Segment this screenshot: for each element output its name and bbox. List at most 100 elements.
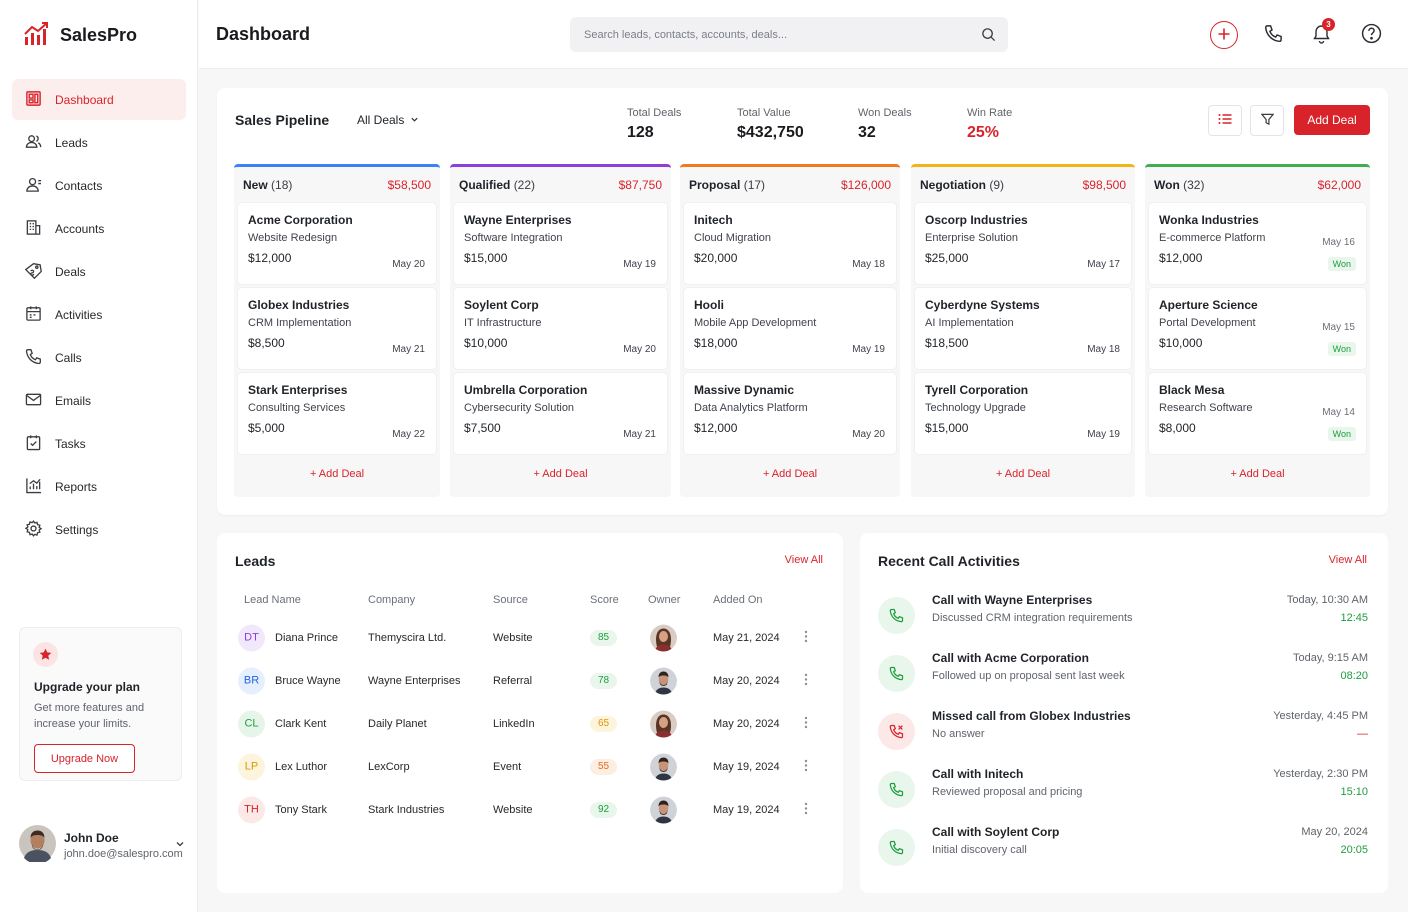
lead-added-on: May 21, 2024	[713, 631, 780, 644]
call-activity-item[interactable]: Missed call from Globex Industries No an…	[878, 709, 1370, 753]
upgrade-title: Upgrade your plan	[34, 680, 141, 694]
deal-amount: $7,500	[464, 421, 501, 435]
add-deal-link[interactable]: + Add Deal	[995, 468, 1051, 480]
add-deal-link[interactable]: + Add Deal	[1230, 468, 1285, 480]
sidebar-item-leads[interactable]: Leads	[12, 122, 186, 163]
phone-icon	[878, 655, 915, 692]
search-icon[interactable]	[981, 27, 996, 45]
table-row[interactable]: BR Bruce Wayne Wayne Enterprises Referra…	[217, 659, 843, 702]
add-deal-link[interactable]: + Add Deal	[533, 468, 588, 480]
filter-button[interactable]	[1250, 105, 1284, 136]
deal-card[interactable]: Umbrella Corporation Cybersecurity Solut…	[454, 373, 667, 454]
deal-company: Wayne Enterprises	[464, 213, 572, 227]
deal-card[interactable]: Initech Cloud Migration $20,000 May 18	[684, 203, 896, 284]
table-row[interactable]: CL Clark Kent Daily Planet LinkedIn 65 M…	[217, 702, 843, 745]
brand[interactable]: SalesPro	[24, 22, 137, 49]
deal-card[interactable]: Wayne Enterprises Software Integration $…	[454, 203, 667, 284]
call-activity-item[interactable]: Call with Initech Reviewed proposal and …	[878, 767, 1370, 811]
building-icon	[25, 219, 42, 239]
sidebar-item-label: Dashboard	[55, 92, 114, 107]
won-badge: Won	[1327, 257, 1356, 271]
sidebar-item-deals[interactable]: Deals	[12, 251, 186, 292]
lead-company: Daily Planet	[368, 717, 427, 730]
sidebar-item-label: Contacts	[55, 178, 103, 193]
deal-card[interactable]: Wonka Industries E-commerce Platform $12…	[1149, 203, 1366, 284]
deal-company: Stark Enterprises	[248, 383, 348, 397]
deal-card[interactable]: Hooli Mobile App Development $18,000 May…	[684, 288, 896, 369]
column-header: Added On	[713, 594, 763, 606]
call-time: Yesterday, 2:30 PM	[1273, 768, 1368, 780]
deal-date: May 22	[392, 429, 425, 440]
deal-date: May 18	[852, 259, 885, 270]
calls-view-all-link[interactable]: View All	[1328, 554, 1367, 566]
lead-added-on: May 19, 2024	[713, 760, 780, 773]
chevron-down-icon[interactable]	[175, 838, 185, 852]
deal-card[interactable]: Tyrell Corporation Technology Upgrade $1…	[915, 373, 1131, 454]
call-activity-item[interactable]: Call with Acme Corporation Followed up o…	[878, 651, 1370, 695]
sidebar-item-label: Leads	[55, 135, 88, 150]
tag-icon	[24, 262, 42, 282]
sidebar-item-settings[interactable]: Settings	[12, 509, 186, 550]
column-value: $98,500	[1082, 178, 1126, 192]
sidebar-item-emails[interactable]: Emails	[12, 380, 186, 421]
more-options-icon[interactable]	[804, 673, 808, 689]
deal-card[interactable]: Acme Corporation Website Redesign $12,00…	[238, 203, 436, 284]
user-profile[interactable]: John Doe john.doe@salespro.com	[19, 825, 189, 865]
pipeline-title: Sales Pipeline	[235, 112, 330, 128]
deal-card[interactable]: Oscorp Industries Enterprise Solution $2…	[915, 203, 1131, 284]
sidebar-item-reports[interactable]: Reports	[12, 466, 186, 507]
sidebar-item-dashboard[interactable]: Dashboard	[12, 79, 186, 120]
deal-date: May 18	[1087, 344, 1120, 355]
phone-button[interactable]	[1259, 21, 1287, 49]
call-time: Yesterday, 4:45 PM	[1273, 710, 1368, 722]
deal-card[interactable]: Stark Enterprises Consulting Services $5…	[238, 373, 436, 454]
sidebar-item-accounts[interactable]: Accounts	[12, 208, 186, 249]
lead-source: Referral	[493, 674, 533, 687]
column-count: (22)	[513, 178, 536, 192]
table-row[interactable]: LP Lex Luthor LexCorp Event 55 May 19, 2…	[217, 745, 843, 788]
sidebar-item-activities[interactable]: Activities	[12, 294, 186, 335]
more-options-icon[interactable]	[804, 716, 808, 732]
add-deal-link[interactable]: + Add Deal	[762, 468, 818, 480]
deal-project: Mobile App Development	[694, 317, 817, 329]
sales-pipeline-card: Sales Pipeline All Deals Total Deals 128…	[217, 88, 1388, 515]
list-view-button[interactable]	[1208, 105, 1242, 136]
notifications-button[interactable]: 3	[1307, 18, 1335, 49]
deal-company: Globex Industries	[248, 298, 350, 312]
add-deal-button[interactable]: Add Deal	[1294, 105, 1370, 135]
more-options-icon[interactable]	[804, 802, 808, 818]
call-activity-item[interactable]: Call with Soylent Corp Initial discovery…	[878, 825, 1370, 869]
table-row[interactable]: DT Diana Prince Themyscira Ltd. Website …	[217, 616, 843, 659]
deal-card[interactable]: Aperture Science Portal Development $10,…	[1149, 288, 1366, 369]
upgrade-now-button[interactable]: Upgrade Now	[34, 744, 135, 773]
deals-filter-dropdown[interactable]: All Deals	[357, 113, 419, 127]
deal-amount: $12,000	[1159, 251, 1203, 265]
sidebar-item-tasks[interactable]: Tasks	[12, 423, 186, 464]
deal-date: May 19	[623, 259, 656, 270]
add-deal-link[interactable]: + Add Deal	[309, 468, 365, 480]
table-row[interactable]: TH Tony Stark Stark Industries Website 9…	[217, 788, 843, 831]
search-input[interactable]	[570, 17, 1008, 52]
won-badge: Won	[1327, 342, 1356, 356]
lead-score: 92	[590, 801, 617, 818]
page-title: Dashboard	[216, 24, 311, 44]
sidebar-item-calls[interactable]: Calls	[12, 337, 186, 378]
chart-icon	[25, 477, 42, 497]
deal-card[interactable]: Cyberdyne Systems AI Implementation $18,…	[915, 288, 1131, 369]
more-options-icon[interactable]	[804, 630, 808, 646]
deal-company: Massive Dynamic	[694, 383, 795, 397]
recent-calls-card: Recent Call Activities View All Call wit…	[860, 533, 1388, 893]
deal-card[interactable]: Massive Dynamic Data Analytics Platform …	[684, 373, 896, 454]
call-activity-item[interactable]: Call with Wayne Enterprises Discussed CR…	[878, 593, 1370, 637]
leads-view-all-link[interactable]: View All	[784, 554, 823, 566]
more-options-icon[interactable]	[804, 759, 808, 775]
deal-company: Hooli	[694, 298, 724, 312]
user-name: John Doe	[64, 830, 119, 845]
deal-amount: $8,500	[248, 336, 285, 350]
sidebar-item-contacts[interactable]: Contacts	[12, 165, 186, 206]
help-button[interactable]	[1357, 21, 1385, 49]
deal-card[interactable]: Globex Industries CRM Implementation $8,…	[238, 288, 436, 369]
quick-add-button[interactable]	[1210, 21, 1238, 49]
deal-card[interactable]: Soylent Corp IT Infrastructure $10,000 M…	[454, 288, 667, 369]
deal-card[interactable]: Black Mesa Research Software $8,000 May …	[1149, 373, 1366, 454]
